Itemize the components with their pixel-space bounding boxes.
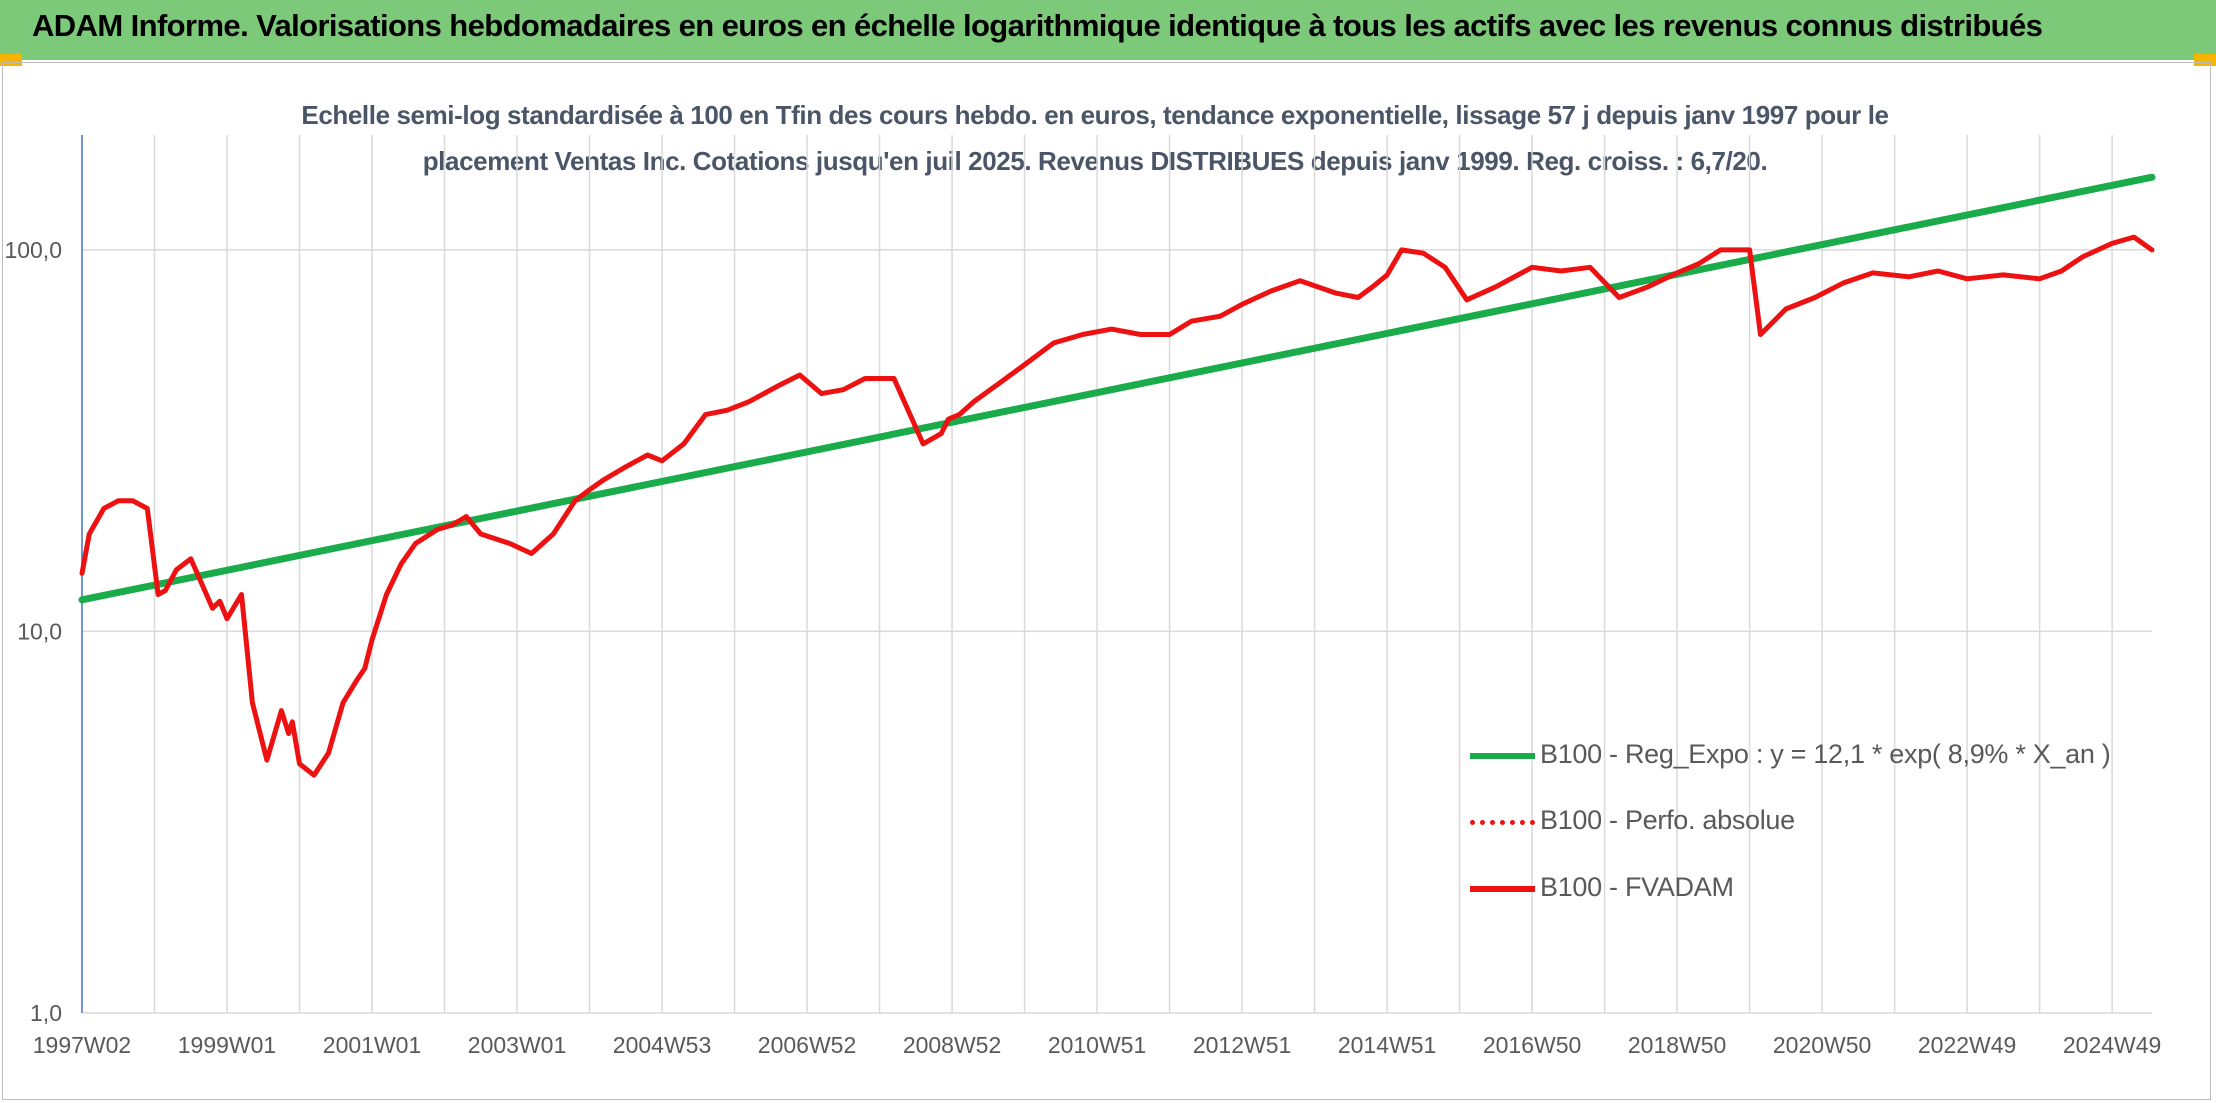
x-tick-label: 2010W51	[1048, 1032, 1146, 1058]
header-bar: ADAM Informe. Valorisations hebdomadaire…	[0, 0, 2216, 60]
x-tick-label: 2003W01	[468, 1032, 566, 1058]
corner-marker-left	[0, 54, 22, 66]
x-gridlines	[153, 135, 2113, 1013]
x-tick-label: 2001W01	[323, 1032, 421, 1058]
series-line-trend	[78, 173, 2156, 604]
x-tick-label: 2018W50	[1628, 1032, 1726, 1058]
x-tick-label: 2012W51	[1193, 1032, 1291, 1058]
chart-frame	[2, 62, 2211, 1100]
x-tick-label: 2008W52	[903, 1032, 1001, 1058]
y-gridlines	[82, 249, 2152, 1014]
chart-title: Echelle semi-log standardisée à 100 en T…	[270, 92, 1920, 184]
x-tick-label: 2022W49	[1918, 1032, 2016, 1058]
x-tick-label: 2004W53	[613, 1032, 711, 1058]
chart-title-line-1: Echelle semi-log standardisée à 100 en T…	[301, 100, 1889, 130]
chart-title-line-2: placement Ventas Inc. Cotations jusqu'en…	[422, 146, 1768, 176]
series-layer	[78, 173, 2156, 778]
y-tick-label: 1,0	[30, 1000, 62, 1026]
y-tick-labels: 1,0 10,0 100,0	[4, 237, 62, 1026]
x-tick-label: 2020W50	[1773, 1032, 1871, 1058]
legend-swatch-trend	[1470, 753, 1535, 759]
x-tick-label: 1999W01	[178, 1032, 276, 1058]
series-line-fvadam	[79, 234, 2155, 778]
x-tick-label: 2006W52	[758, 1032, 856, 1058]
x-tick-label: 2016W50	[1483, 1032, 1581, 1058]
x-tick-labels: 1997W02 1999W01 2001W01 2003W01 2004W53 2006W…	[33, 1032, 2162, 1058]
x-tick-label: 1997W02	[33, 1032, 131, 1058]
legend-label-trend: B100 - Reg_Expo : y = 12,1 * exp( 8,9% *…	[1540, 739, 2111, 769]
legend-label-fvadam: B100 - FVADAM	[1540, 872, 1734, 902]
legend-swatch-perfo	[1470, 820, 1535, 825]
report-title: ADAM Informe. Valorisations hebdomadaire…	[32, 8, 2043, 43]
x-tick-label: 2024W49	[2063, 1032, 2161, 1058]
y-tick-label: 10,0	[17, 618, 62, 644]
legend-label-perfo: B100 - Perfo. absolue	[1540, 805, 1795, 835]
legend-swatch-fvadam	[1470, 886, 1535, 892]
x-tick-label: 2014W51	[1338, 1032, 1436, 1058]
y-tick-label: 100,0	[4, 237, 62, 263]
